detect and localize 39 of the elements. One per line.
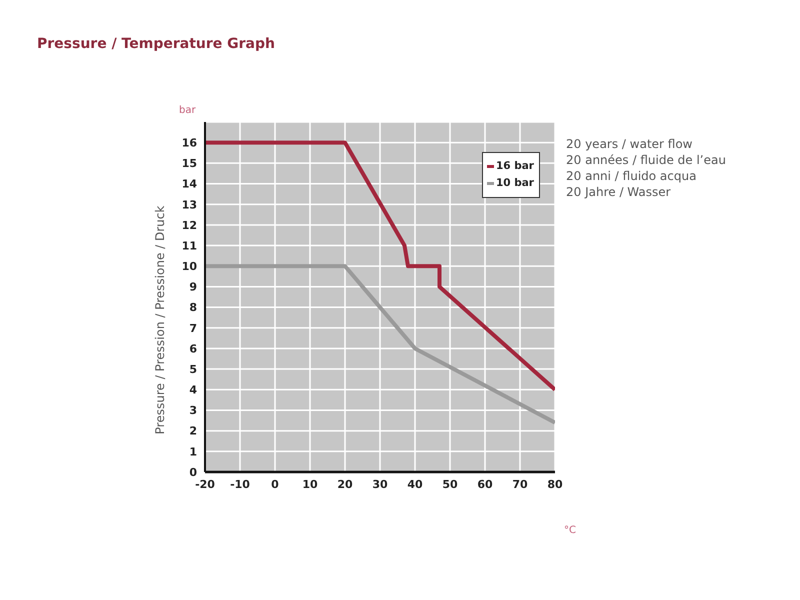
y-tick-label: 12	[182, 218, 197, 232]
y-tick-label: 0	[189, 466, 198, 479]
x-axis-title: °C	[564, 525, 576, 536]
y-tick-label: 15	[182, 157, 197, 170]
x-tick-label: 80	[547, 478, 563, 491]
y-tick-label: 10	[182, 260, 198, 274]
text: 20 years / water flow	[566, 137, 692, 151]
x-tick-label: 0	[271, 478, 280, 491]
x-tick-label: 30	[372, 478, 388, 491]
x-tick-label: 10	[302, 478, 318, 491]
x-tick-label: 70	[512, 478, 528, 491]
text: 20 Jahre / Wasser	[566, 185, 671, 199]
y-tick-label: 2	[189, 424, 197, 438]
x-tick-label: 60	[477, 478, 493, 491]
y-tick-label: 6	[189, 342, 198, 356]
y-tick-label: 8	[189, 301, 197, 314]
text: 20 anni / fluido acqua	[566, 169, 696, 183]
y-tick-label: 1	[189, 445, 197, 458]
text: bar	[179, 105, 196, 116]
x-tick-label: 20	[337, 478, 353, 491]
y-tick-label: 5	[189, 362, 197, 376]
legend-label: 16 bar	[496, 159, 534, 174]
chart-title: Pressure / Temperature Graph	[37, 36, 275, 52]
y-tick-label: 4	[189, 384, 198, 397]
legend-label: 10 bar	[496, 176, 534, 191]
y-tick-label: 14	[182, 178, 198, 191]
y-axis-title: Pressure / Pression / Pressione / Druck	[153, 206, 167, 434]
y-tick-label: 11	[182, 239, 197, 252]
y-tick-label: 9	[189, 280, 197, 294]
x-tick-label: -10	[230, 478, 250, 491]
y-tick-label: 16	[182, 136, 198, 150]
text: 20 années / fluide de l’eau	[566, 153, 726, 167]
line-series	[205, 140, 555, 392]
y-tick-label: 3	[189, 404, 197, 418]
x-tick-label: -20	[195, 478, 216, 491]
x-tick-label: 40	[407, 478, 423, 491]
y-tick-label: 13	[182, 198, 197, 212]
x-tick-label: 50	[442, 478, 458, 491]
y-tick-label: 7	[189, 322, 197, 335]
